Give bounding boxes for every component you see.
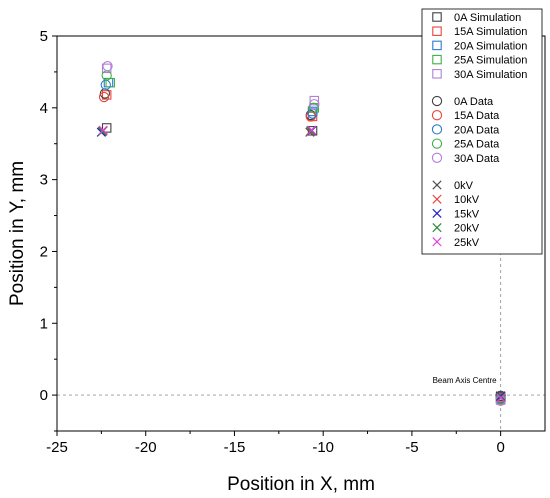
- point-25kv-stroke: [307, 125, 317, 135]
- legend-label-30a-simulation: 30A Simulation: [454, 69, 527, 81]
- legend-marker-25kv: [432, 237, 442, 247]
- y-axis-ticks: 0 1 2 3 4 5: [40, 28, 57, 432]
- x-tick-label: -5: [405, 439, 418, 456]
- legend-label-0kv: 0kV: [454, 180, 474, 192]
- y-tick-label: 2: [40, 243, 48, 260]
- x-tick-label: -10: [312, 439, 334, 456]
- data-points: [96, 61, 506, 406]
- y-tick-label: 0: [40, 387, 48, 404]
- legend-marker-25a-simulation: [432, 54, 442, 65]
- legend-marker-20kv-stroke: [432, 222, 442, 233]
- legend-label-30a-data: 30A Data: [454, 153, 500, 165]
- y-tick-label: 3: [40, 172, 48, 189]
- point-15a-data: [98, 91, 110, 103]
- legend-label-10kv: 10kV: [454, 194, 480, 206]
- legend-label-0a-data: 0A Data: [454, 96, 494, 108]
- legend: 0A Simulation 15A Simulation 20A Simulatio…: [421, 8, 543, 255]
- x-tick-label: -15: [224, 439, 246, 456]
- plot-frame: [56, 35, 546, 432]
- legend-marker-15a-data: [431, 110, 443, 121]
- legend-marker-15kv: [432, 208, 442, 219]
- legend-marker-15kv-stroke: [432, 208, 442, 219]
- point-30a-data: [309, 99, 320, 110]
- beam-axis-centre-annotation: Beam Axis Centre: [433, 376, 498, 385]
- legend-marker-30a-simulation: [432, 69, 442, 79]
- legend-marker-10kv-stroke: [432, 194, 442, 204]
- legend-label-25a-data: 25A Data: [454, 139, 500, 151]
- legend-marker-25a-data: [431, 138, 443, 149]
- legend-label-20a-data: 20A Data: [454, 124, 500, 136]
- legend-marker-0a-simulation: [432, 12, 442, 22]
- legend-label-20kv: 20kV: [454, 223, 480, 235]
- legend-label-15a-simulation: 15A Simulation: [454, 26, 527, 38]
- legend-marker-0kv: [432, 180, 442, 190]
- legend-label-25kv: 25kV: [454, 237, 480, 249]
- point-30a-data: [102, 61, 113, 72]
- x-tick-label: 0: [496, 439, 504, 456]
- point-25kv: [98, 125, 108, 135]
- y-tick-label: 4: [40, 100, 48, 117]
- point-0a-simulation: [101, 123, 112, 133]
- legend-label-20a-simulation: 20A Simulation: [454, 40, 527, 52]
- legend-marker-25kv-stroke: [432, 237, 442, 247]
- legend-label-15kv: 15kV: [454, 208, 480, 220]
- point-25kv-stroke: [98, 125, 108, 135]
- point-30a-simulation: [309, 95, 320, 106]
- point-15a-simulation: [101, 90, 112, 100]
- y-axis-title: Position in Y, mm: [7, 161, 28, 306]
- legend-label-15a-data: 15A Data: [454, 110, 500, 122]
- y-tick-label: 5: [40, 28, 48, 45]
- point-25a-data: [308, 102, 319, 113]
- x-tick-label: -20: [135, 439, 157, 456]
- point-25kv: [307, 125, 317, 135]
- legend-marker-15a-simulation: [432, 26, 442, 36]
- y-tick-label: 1: [40, 315, 48, 332]
- legend-marker-0a-data: [431, 95, 443, 107]
- legend-marker-0kv-stroke: [432, 180, 442, 190]
- point-25kv: [496, 393, 506, 403]
- legend-marker-20a-data: [431, 124, 443, 135]
- legend-marker-20kv: [432, 222, 442, 233]
- x-tick-label: -25: [46, 439, 68, 456]
- legend-marker-10kv: [432, 194, 442, 204]
- legend-marker-20a-simulation: [432, 40, 442, 51]
- point-25kv-stroke: [496, 393, 506, 403]
- legend-marker-30a-data: [431, 152, 443, 163]
- point-30a-simulation: [101, 63, 112, 74]
- legend-label-25a-simulation: 25A Simulation: [454, 55, 527, 67]
- legend-label-0a-simulation: 0A Simulation: [454, 12, 521, 24]
- x-axis-title: Position in X, mm: [227, 474, 375, 495]
- legend-box: [421, 8, 543, 255]
- x-axis-ticks: -25 -20 -15 -10 -5 0: [46, 431, 505, 456]
